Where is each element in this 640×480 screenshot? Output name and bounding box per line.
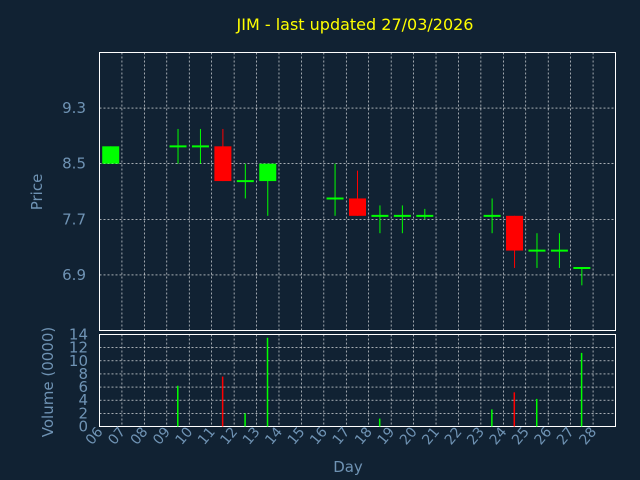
- day-tick-label: 07: [105, 424, 129, 448]
- volume-bar-24: [513, 392, 516, 427]
- candle-11: [214, 128, 232, 182]
- volume-bar-18: [378, 418, 381, 427]
- day-tick-label: 08: [128, 424, 152, 448]
- day-tick-label: 20: [397, 424, 421, 448]
- day-tick-label: 18: [352, 424, 376, 448]
- price-axis-label: Price: [28, 174, 46, 211]
- candle-16: [326, 163, 344, 216]
- day-tick-label: 24: [487, 424, 511, 448]
- volume-tick-label: 0: [78, 418, 88, 436]
- price-grid: [99, 52, 616, 331]
- volume-tick-label: 10: [69, 352, 88, 370]
- candle-23: [483, 198, 501, 234]
- candle-06: [102, 146, 120, 164]
- day-tick-label: 21: [419, 424, 443, 448]
- volume-tick-label: 14: [69, 326, 88, 344]
- price-panel: 6.9 7.7 8.5 9.3 Price: [28, 52, 616, 331]
- day-tick-label: 13: [240, 424, 264, 448]
- volume-axis-label: Volume (0000): [39, 327, 57, 437]
- volume-bar-13: [266, 337, 269, 427]
- candle-26: [550, 233, 568, 268]
- candle-18: [371, 205, 389, 234]
- candle-17: [349, 170, 366, 216]
- candle-19: [393, 205, 411, 234]
- volume-bar-12: [244, 413, 246, 427]
- volume-tick-label: 12: [69, 339, 88, 357]
- day-tick-label: 12: [217, 424, 241, 448]
- price-tick-label: 6.9: [62, 266, 86, 284]
- volume-bar-23: [491, 409, 493, 427]
- candle-12: [236, 163, 254, 199]
- candle-27: [573, 266, 591, 286]
- day-tick-label: 19: [374, 424, 398, 448]
- day-tick-label: 15: [285, 424, 309, 448]
- day-x-ticks: 0607080910111213141516171819202122232425…: [83, 424, 600, 448]
- candle-13: [259, 163, 277, 216]
- candle-body: [102, 146, 120, 164]
- chart-title: JIM - last updated 27/03/2026: [236, 15, 474, 34]
- volume-tick-label: 4: [78, 391, 88, 409]
- day-tick-label: 09: [150, 424, 174, 448]
- candle-body: [214, 146, 232, 182]
- volume-bar-25: [535, 398, 538, 427]
- candle-24: [506, 215, 524, 268]
- volume-tick-label: 8: [78, 365, 88, 383]
- volume-bar-09: [177, 385, 179, 427]
- volume-bar-27: [580, 352, 583, 427]
- price-plot-border: [99, 52, 616, 331]
- candle-body: [506, 215, 524, 251]
- day-tick-label: 28: [576, 424, 600, 448]
- volume-bars: [177, 337, 583, 427]
- candle-20: [416, 208, 434, 220]
- volume-plot-border: [99, 334, 616, 427]
- day-tick-label: 16: [307, 424, 331, 448]
- day-tick-label: 17: [330, 424, 354, 448]
- volume-tick-label: 2: [78, 404, 88, 422]
- candle-25: [528, 233, 546, 268]
- candle-body: [349, 198, 366, 216]
- day-tick-label: 11: [195, 424, 219, 448]
- price-tick-label: 9.3: [62, 99, 86, 117]
- day-tick-label: 10: [173, 424, 197, 448]
- price-tick-label: 7.7: [62, 210, 86, 228]
- day-tick-label: 22: [442, 424, 466, 448]
- day-tick-label: 14: [262, 424, 286, 448]
- price-tick-label: 8.5: [62, 155, 86, 173]
- price-y-ticks: 6.9 7.7 8.5 9.3: [62, 99, 86, 284]
- day-tick-label: 26: [532, 424, 556, 448]
- volume-bar-11: [221, 376, 224, 427]
- day-tick-label: 27: [554, 424, 578, 448]
- volume-grid: [99, 334, 616, 427]
- candle-09: [169, 128, 187, 164]
- candles: [102, 128, 591, 286]
- day-tick-label: 23: [464, 424, 488, 448]
- candle-10: [191, 128, 209, 164]
- day-tick-label: 25: [509, 424, 533, 448]
- day-axis-label: Day: [333, 458, 363, 476]
- candle-body: [259, 163, 277, 182]
- volume-tick-label: 6: [78, 378, 88, 396]
